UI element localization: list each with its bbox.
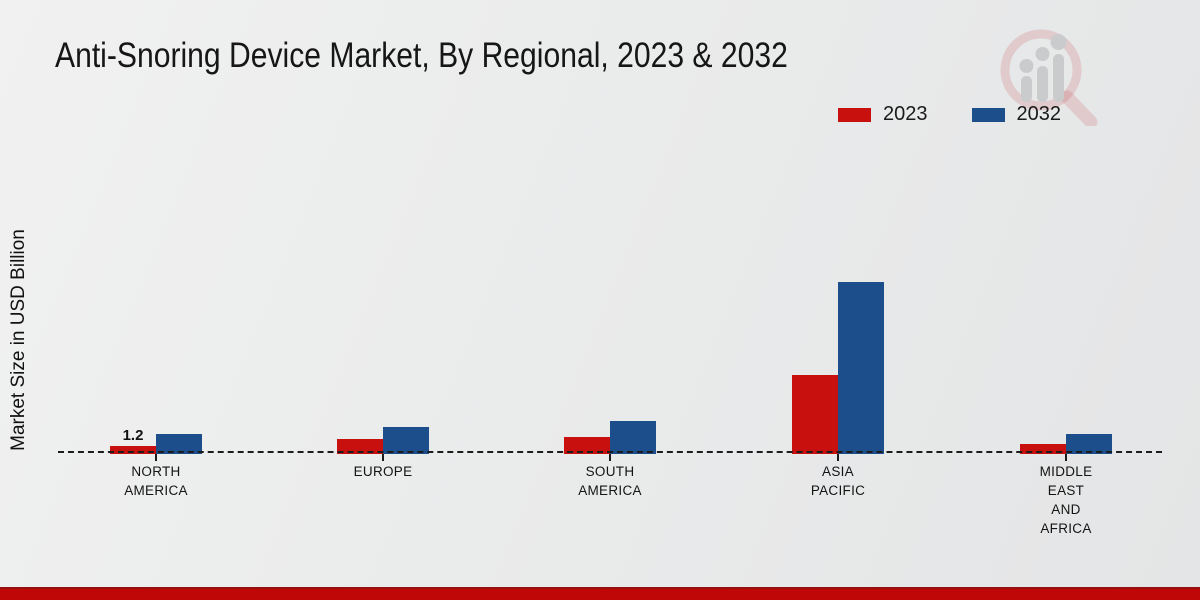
category-label-europe: EUROPE <box>303 462 463 481</box>
bar-europe-2023 <box>337 439 383 454</box>
footer-red-strip <box>0 587 1200 600</box>
category-label-line: EUROPE <box>353 464 413 479</box>
category-label-line: AMERICA <box>578 483 642 498</box>
bar-middle-east-and-africa-2023 <box>1020 444 1066 454</box>
category-label-line: MIDDLE <box>1039 464 1093 479</box>
chart-title: Anti-Snoring Device Market, By Regional,… <box>55 36 788 75</box>
category-label-middle-east-and-africa: MIDDLE EAST AND AFRICA <box>986 462 1146 538</box>
legend: 2023 2032 <box>838 103 1061 126</box>
category-tick-south-america <box>609 454 611 461</box>
category-label-line: AFRICA <box>1040 521 1092 536</box>
category-label-line: PACIFIC <box>810 483 866 498</box>
category-label-line: EAST <box>1047 483 1085 498</box>
category-tick-middle-east-and-africa <box>1065 454 1067 461</box>
bar-south-america-2032 <box>610 421 656 454</box>
bar-middle-east-and-africa-2032 <box>1066 434 1112 454</box>
category-label-line: NORTH <box>131 464 181 479</box>
bar-north-america-2032 <box>156 434 202 454</box>
bar-value-label-north-america-2023: 1.2 <box>122 427 144 444</box>
legend-label-2032: 2032 <box>1016 103 1062 125</box>
legend-swatch-2032 <box>971 107 1005 122</box>
legend-label-2023: 2023 <box>883 103 928 125</box>
zero-baseline <box>58 451 1162 453</box>
bar-asia-pacific-2032 <box>838 282 884 454</box>
bar-asia-pacific-2023 <box>792 375 838 454</box>
category-label-line: AMERICA <box>124 483 188 498</box>
category-label-line: SOUTH <box>585 464 635 479</box>
legend-item-2023: 2023 <box>838 103 928 126</box>
bar-europe-2032 <box>383 427 429 454</box>
category-tick-europe <box>382 454 384 461</box>
category-label-line: ASIA <box>822 464 854 479</box>
category-label-south-america: SOUTH AMERICA <box>530 462 690 500</box>
bar-south-america-2023 <box>564 437 610 454</box>
category-label-north-america: NORTH AMERICA <box>76 462 236 500</box>
legend-swatch-2023 <box>838 107 871 122</box>
category-tick-north-america <box>155 454 157 461</box>
bar-chart-magnifier-logo-icon <box>1000 29 1098 126</box>
legend-item-2032: 2032 <box>971 103 1062 126</box>
category-label-line: AND <box>1051 502 1081 517</box>
category-label-asia-pacific: ASIA PACIFIC <box>758 462 918 500</box>
category-tick-asia-pacific <box>837 454 839 461</box>
bar-north-america-2023 <box>110 446 156 454</box>
